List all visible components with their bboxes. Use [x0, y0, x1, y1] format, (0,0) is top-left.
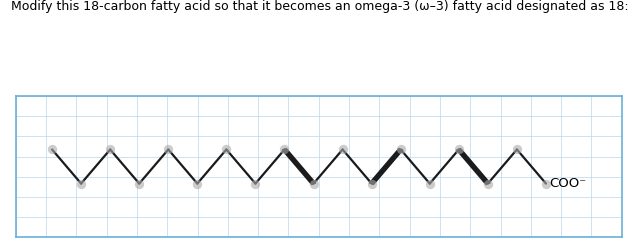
Text: COO⁻: COO⁻	[549, 177, 587, 190]
Point	[541, 182, 551, 185]
Point	[396, 148, 406, 152]
Point	[221, 148, 231, 152]
Point	[512, 148, 522, 152]
Point	[367, 182, 377, 185]
Point	[425, 182, 435, 185]
Text: Modify this 18-carbon fatty acid so that it becomes an omega-3 (ω–3) fatty acid : Modify this 18-carbon fatty acid so that…	[11, 0, 628, 13]
Point	[308, 182, 318, 185]
Point	[47, 148, 57, 152]
Point	[76, 182, 86, 185]
Point	[134, 182, 144, 185]
Point	[483, 182, 493, 185]
Point	[105, 148, 115, 152]
Point	[163, 148, 173, 152]
Point	[338, 148, 348, 152]
Point	[454, 148, 464, 152]
Point	[251, 182, 261, 185]
Point	[192, 182, 202, 185]
Point	[279, 148, 290, 152]
